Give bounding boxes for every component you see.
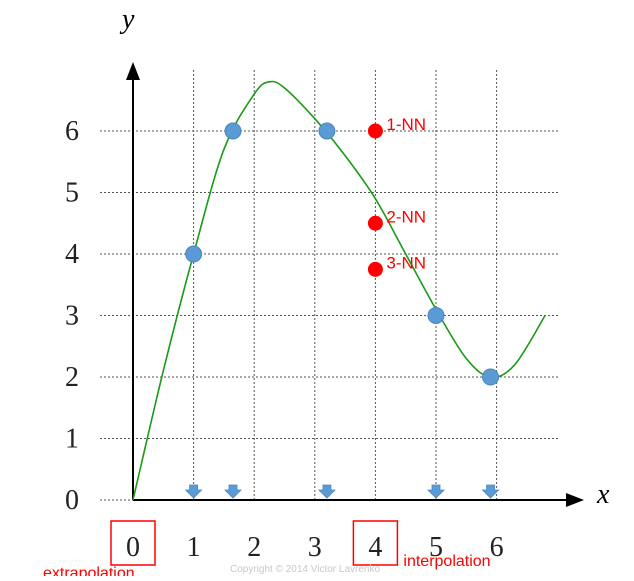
- y-tick-label: 2: [65, 362, 79, 393]
- query-point: [367, 123, 383, 139]
- down-arrow-icon: [317, 484, 336, 499]
- x-tick-highlight-box: [352, 520, 399, 566]
- copyright-text: Copyright © 2014 Victor Lavrenko: [230, 564, 381, 575]
- curve-layer: [132, 80, 546, 501]
- y-tick-label: 0: [65, 485, 79, 516]
- x-tick-label: 1: [187, 532, 201, 563]
- x-axis-label: x: [596, 479, 610, 510]
- training-point: [318, 122, 336, 140]
- down-arrow-icon: [184, 484, 203, 499]
- training-point: [224, 122, 242, 140]
- y-tick-label: 4: [65, 239, 79, 270]
- function-curve: [132, 80, 546, 501]
- nn-label: 1-NN: [386, 115, 426, 134]
- down-arrow-icon: [427, 484, 445, 499]
- x-tick-label: 2: [247, 532, 261, 563]
- y-tick-label: 6: [65, 116, 79, 147]
- training-point: [427, 307, 445, 324]
- nn-label: 2-NN: [386, 207, 426, 226]
- y-tick-label: 3: [65, 301, 79, 332]
- x-tick-label: 0: [126, 532, 140, 563]
- x-tick-label: 3: [308, 532, 322, 563]
- tick-labels: 0 1 2 3 4 5 6 0 1 2 3 4 5 6: [65, 116, 504, 566]
- query-point: [367, 215, 383, 231]
- x-tick-label: 5: [429, 532, 443, 563]
- annotations: 1-NN 2-NN 3-NN extrapolation interpolation: [43, 115, 491, 581]
- query-point: [367, 261, 383, 277]
- training-point: [482, 368, 500, 386]
- interpolation-label: interpolation: [403, 553, 490, 570]
- x-tick-highlight-box: [110, 520, 156, 566]
- data-points: [185, 122, 500, 386]
- axes: [126, 62, 584, 507]
- y-axis-arrowhead: [126, 62, 140, 80]
- y-axis-label: y: [119, 4, 135, 35]
- x-axis-arrowhead: [566, 493, 584, 507]
- arrow-markers: [184, 484, 500, 499]
- y-tick-label: 5: [65, 178, 79, 209]
- y-tick-label: 1: [65, 424, 79, 455]
- nn-label: 3-NN: [386, 253, 426, 272]
- x-tick-label: 6: [490, 532, 504, 563]
- extrapolation-label: extrapolation: [43, 565, 135, 576]
- training-point: [185, 245, 203, 263]
- down-arrow-icon: [481, 484, 500, 499]
- x-tick-label: 4: [368, 532, 382, 563]
- down-arrow-icon: [224, 484, 242, 499]
